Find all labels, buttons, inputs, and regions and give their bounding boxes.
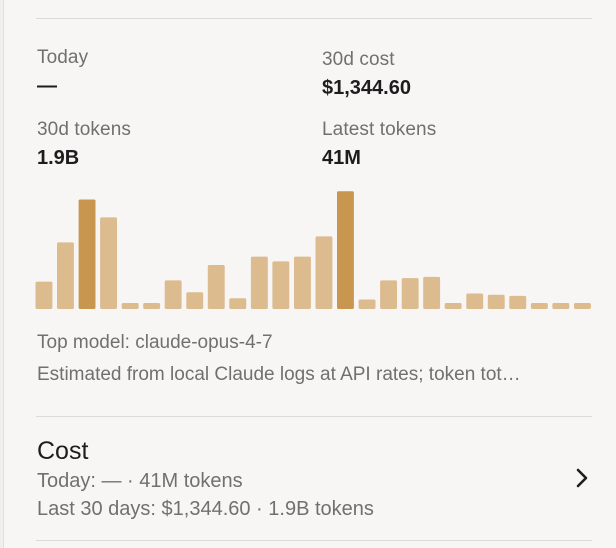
chart-bar	[229, 298, 247, 309]
stat-latest-tokens: Latest tokens 41M	[322, 119, 436, 170]
chart-bar	[530, 303, 548, 309]
chart-bar	[487, 294, 505, 309]
chart-bar	[574, 303, 591, 309]
chart-bar	[552, 303, 570, 309]
stat-30d-tokens-label: 30d tokens	[37, 119, 131, 140]
chart-bar	[509, 295, 527, 309]
stat-30d-cost: 30d cost $1,344.60	[322, 49, 411, 100]
chart-bar	[272, 261, 290, 309]
cost-title: Cost	[37, 437, 89, 465]
chart-bar	[315, 236, 333, 309]
chart-bar	[164, 280, 182, 309]
stat-today-value: —	[37, 75, 57, 97]
chart-bar	[143, 303, 161, 309]
top-model-note: Top model: claude-opus-4-7	[37, 332, 273, 353]
chevron-right-icon[interactable]	[574, 467, 590, 489]
chart-bar	[401, 278, 419, 309]
chart-bar	[121, 303, 139, 309]
usage-bar-chart	[35, 191, 591, 309]
stat-30d-tokens-value: 1.9B	[37, 147, 80, 169]
chart-bar	[444, 303, 462, 309]
window-edge	[0, 0, 4, 548]
chart-bar	[380, 280, 397, 309]
divider	[36, 540, 592, 541]
cost-today-line: Today: — · 41M tokens	[37, 470, 243, 492]
stat-today: Today —	[37, 47, 88, 98]
chart-bar	[35, 281, 53, 309]
chart-bar	[207, 265, 225, 309]
divider	[36, 18, 592, 19]
stat-latest-tokens-value: 41M	[322, 147, 361, 169]
cost-row[interactable]: Cost Today: — · 41M tokens Last 30 days:…	[0, 417, 616, 539]
chart-bar	[186, 292, 204, 309]
stat-30d-tokens: 30d tokens 1.9B	[37, 119, 131, 170]
chart-bar	[78, 199, 96, 309]
chart-bar	[100, 217, 117, 309]
chart-bar	[466, 293, 484, 309]
stat-30d-cost-label: 30d cost	[322, 49, 395, 70]
chart-bar	[250, 256, 268, 309]
chart-bar	[57, 242, 74, 309]
chart-bar	[358, 299, 376, 309]
stat-latest-tokens-label: Latest tokens	[322, 119, 437, 140]
stat-today-label: Today	[37, 47, 89, 68]
cost-month-line: Last 30 days: $1,344.60 · 1.9B tokens	[37, 498, 374, 520]
chart-bar	[423, 276, 441, 309]
divider	[36, 416, 592, 417]
stat-30d-cost-value: $1,344.60	[322, 77, 411, 99]
chart-bar	[337, 191, 354, 309]
chart-bar	[294, 256, 311, 309]
estimate-note: Estimated from local Claude logs at API …	[37, 364, 521, 385]
